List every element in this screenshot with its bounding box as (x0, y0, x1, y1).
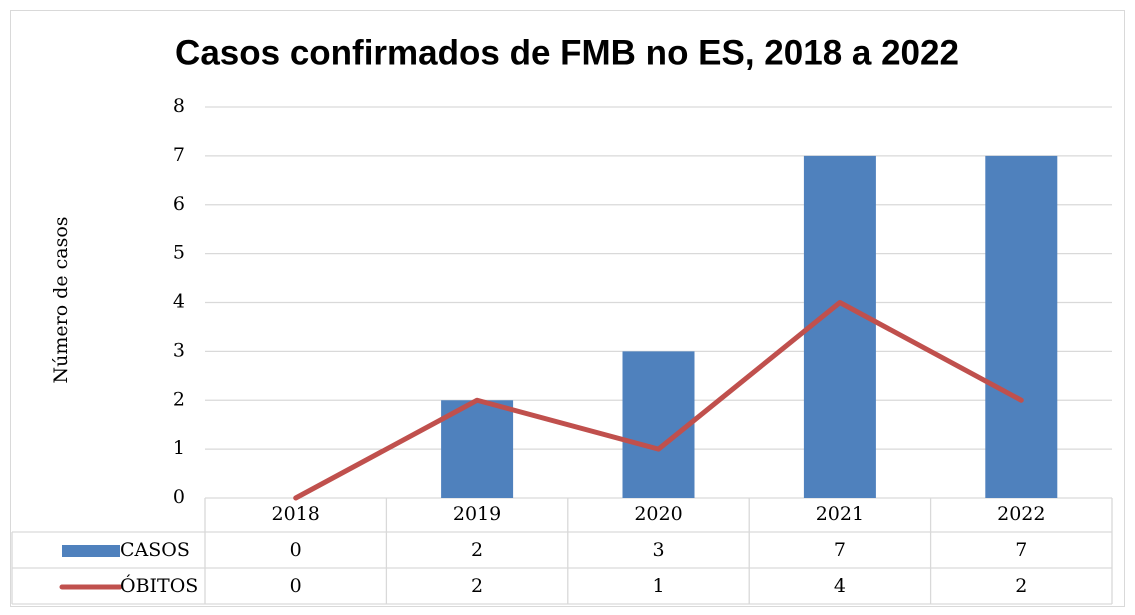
table-value: 2 (471, 575, 483, 597)
x-tick-label: 2022 (997, 503, 1045, 525)
x-tick-label: 2020 (634, 503, 682, 525)
y-axis-label: Número de casos (50, 216, 72, 383)
legend-label: ÓBITOS (120, 574, 198, 597)
chart-title: Casos confirmados de FMB no ES, 2018 a 2… (175, 33, 959, 72)
x-tick-label: 2021 (816, 503, 864, 525)
table-value: 2 (1015, 575, 1027, 597)
legend-key (62, 545, 120, 557)
y-tick-label: 8 (173, 95, 185, 117)
bar (803, 155, 876, 498)
table-value: 0 (290, 575, 302, 597)
y-tick-label: 2 (173, 388, 185, 410)
table-value: 2 (471, 539, 483, 561)
bar (441, 400, 514, 498)
y-tick-label: 1 (173, 437, 185, 459)
table-value: 7 (834, 539, 846, 561)
y-tick-label: 5 (173, 242, 185, 264)
table-value: 1 (652, 575, 664, 597)
bar (622, 351, 695, 498)
y-tick-label: 7 (173, 144, 185, 166)
bar (985, 155, 1058, 498)
y-tick-label: 0 (173, 486, 185, 508)
y-tick-label: 3 (173, 339, 185, 361)
legend-label: CASOS (120, 539, 190, 561)
table-value: 7 (1015, 539, 1027, 561)
y-tick-label: 6 (173, 193, 185, 215)
x-tick-label: 2019 (453, 503, 501, 525)
line (293, 300, 1024, 501)
table-value: 4 (834, 575, 846, 597)
table-value: 0 (290, 539, 302, 561)
y-tick-label: 4 (173, 291, 185, 313)
x-tick-label: 2018 (272, 503, 320, 525)
table-value: 3 (652, 539, 664, 561)
